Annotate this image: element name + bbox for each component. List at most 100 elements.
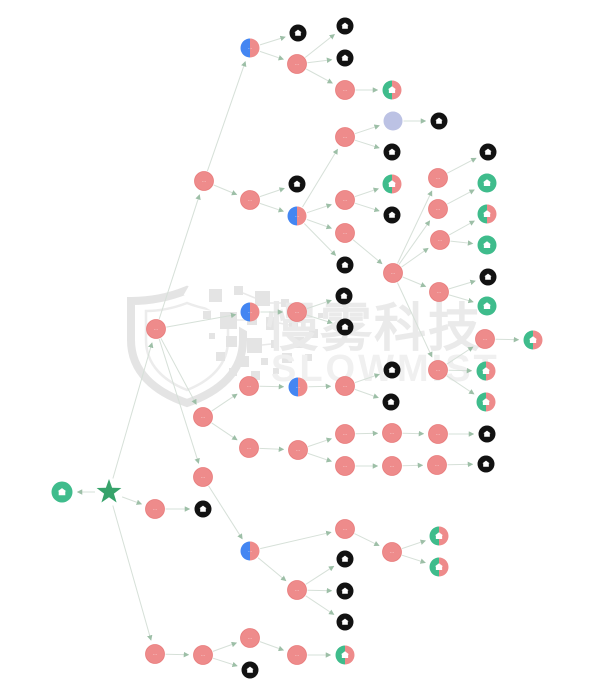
building-icon — [341, 555, 349, 562]
node-n8-red[interactable]: ⋯ — [194, 171, 214, 191]
node-n20-black[interactable] — [336, 256, 354, 274]
node-n19-red[interactable]: ⋯ — [335, 223, 355, 243]
edge-n49-n54 — [307, 452, 332, 463]
node-n14-black[interactable] — [430, 112, 448, 130]
edge-n21-n24 — [398, 220, 431, 265]
node-n43-red[interactable]: ⋯ — [239, 376, 259, 396]
node-n64-red[interactable]: ⋯ — [335, 519, 355, 539]
node-n2-black[interactable] — [289, 24, 307, 42]
node-n18-black[interactable] — [383, 206, 401, 224]
node-n4-red[interactable]: ⋯ — [287, 54, 307, 74]
node-n73-red[interactable]: ⋯ — [193, 645, 213, 665]
node-n50-red[interactable]: ⋯ — [335, 424, 355, 444]
node-n21-red[interactable]: ⋯ — [383, 263, 403, 283]
node-n44-bluered[interactable]: ⋯ — [288, 377, 308, 397]
node-n6-red[interactable]: ⋯ — [335, 80, 355, 100]
node-n28-green[interactable] — [477, 235, 497, 255]
node-label: ⋯ — [436, 176, 441, 182]
node-n49-red[interactable]: ⋯ — [288, 440, 308, 460]
node-n70-black[interactable] — [336, 582, 354, 600]
node-n22-red[interactable]: ⋯ — [428, 168, 448, 188]
node-n34-red[interactable]: ⋯ — [287, 302, 307, 322]
node-label: ⋯ — [248, 46, 253, 52]
node-n58-star[interactable] — [96, 479, 122, 503]
node-n33-bluered[interactable]: ⋯ — [240, 302, 260, 322]
node-n57-black[interactable] — [477, 455, 495, 473]
node-n74-red[interactable]: ⋯ — [240, 628, 260, 648]
building-icon — [482, 302, 492, 310]
building-icon — [340, 651, 350, 659]
node-n24-red[interactable]: ⋯ — [428, 199, 448, 219]
node-n60-red[interactable]: ⋯ — [145, 499, 165, 519]
node-n53-black[interactable] — [478, 425, 496, 443]
node-n11-bluered[interactable]: ⋯ — [287, 206, 307, 226]
node-n25-green[interactable] — [477, 173, 497, 193]
node-n35-black[interactable] — [335, 287, 353, 305]
building-icon — [57, 488, 67, 496]
node-n72-red[interactable]: ⋯ — [145, 644, 165, 664]
node-n51-red[interactable]: ⋯ — [382, 423, 402, 443]
building-icon — [435, 117, 443, 124]
node-n54-red[interactable]: ⋯ — [335, 456, 355, 476]
node-n38-red[interactable]: ⋯ — [475, 329, 495, 349]
node-n1-bluered[interactable]: ⋯ — [240, 38, 260, 58]
node-n67-mixed[interactable] — [429, 557, 449, 577]
node-n26-red[interactable]: ⋯ — [430, 230, 450, 250]
building-icon — [341, 618, 349, 625]
node-n56-red[interactable]: ⋯ — [427, 455, 447, 475]
node-n5-black[interactable] — [336, 49, 354, 67]
node-n30-black[interactable] — [479, 268, 497, 286]
node-n69-black[interactable] — [336, 550, 354, 568]
node-n15-black[interactable] — [383, 143, 401, 161]
node-n61-black[interactable] — [194, 500, 212, 518]
node-n37-red[interactable]: ⋯ — [428, 360, 448, 380]
node-n62-red[interactable]: ⋯ — [193, 467, 213, 487]
node-n32-red[interactable]: ⋯ — [146, 319, 166, 339]
node-n36-black[interactable] — [336, 318, 354, 336]
edge-n9-n10 — [259, 187, 285, 198]
node-n9-red[interactable]: ⋯ — [240, 190, 260, 210]
node-n46-black[interactable] — [383, 361, 401, 379]
node-n45-red[interactable]: ⋯ — [335, 376, 355, 396]
node-n77-mixed[interactable] — [335, 645, 355, 665]
building-icon — [293, 180, 301, 187]
node-n12-red[interactable]: ⋯ — [335, 127, 355, 147]
edge-n32-n33 — [166, 312, 237, 328]
node-n59-greenc[interactable] — [51, 481, 73, 503]
node-n27-mixed[interactable] — [477, 204, 497, 224]
node-n75-black[interactable] — [241, 661, 259, 679]
node-n31-green[interactable] — [477, 296, 497, 316]
building-icon — [341, 54, 349, 61]
node-n52-red[interactable]: ⋯ — [428, 424, 448, 444]
node-n66-mixed[interactable] — [429, 526, 449, 546]
building-icon — [434, 563, 444, 571]
node-n76-red[interactable]: ⋯ — [287, 645, 307, 665]
node-n13-lavender[interactable] — [383, 111, 403, 131]
node-n41-mixed[interactable] — [476, 392, 496, 412]
node-n63-bluered[interactable]: ⋯ — [240, 541, 260, 561]
node-n29-red[interactable]: ⋯ — [429, 282, 449, 302]
edge-n19-n21 — [352, 239, 383, 265]
node-n55-red[interactable]: ⋯ — [382, 456, 402, 476]
node-n3-black[interactable] — [336, 17, 354, 35]
building-icon — [481, 398, 491, 406]
edge-n43-n44 — [259, 383, 285, 390]
node-n65-red[interactable]: ⋯ — [382, 542, 402, 562]
node-n7-mixed[interactable] — [382, 80, 402, 100]
node-n68-red[interactable]: ⋯ — [287, 580, 307, 600]
edge-n37-n40 — [448, 367, 473, 374]
node-n42-red[interactable]: ⋯ — [193, 407, 213, 427]
node-n39-mixed[interactable] — [523, 330, 543, 350]
node-n17-mixed[interactable] — [382, 174, 402, 194]
node-n48-red[interactable]: ⋯ — [239, 438, 259, 458]
node-n40-mixed[interactable] — [476, 361, 496, 381]
node-n23-black[interactable] — [479, 143, 497, 161]
node-n10-black[interactable] — [288, 175, 306, 193]
edge-n64-n65 — [354, 533, 380, 547]
node-n16-red[interactable]: ⋯ — [335, 190, 355, 210]
node-n47-black[interactable] — [382, 393, 400, 411]
node-n71-black[interactable] — [336, 613, 354, 631]
edge-n68-n69 — [305, 565, 335, 585]
